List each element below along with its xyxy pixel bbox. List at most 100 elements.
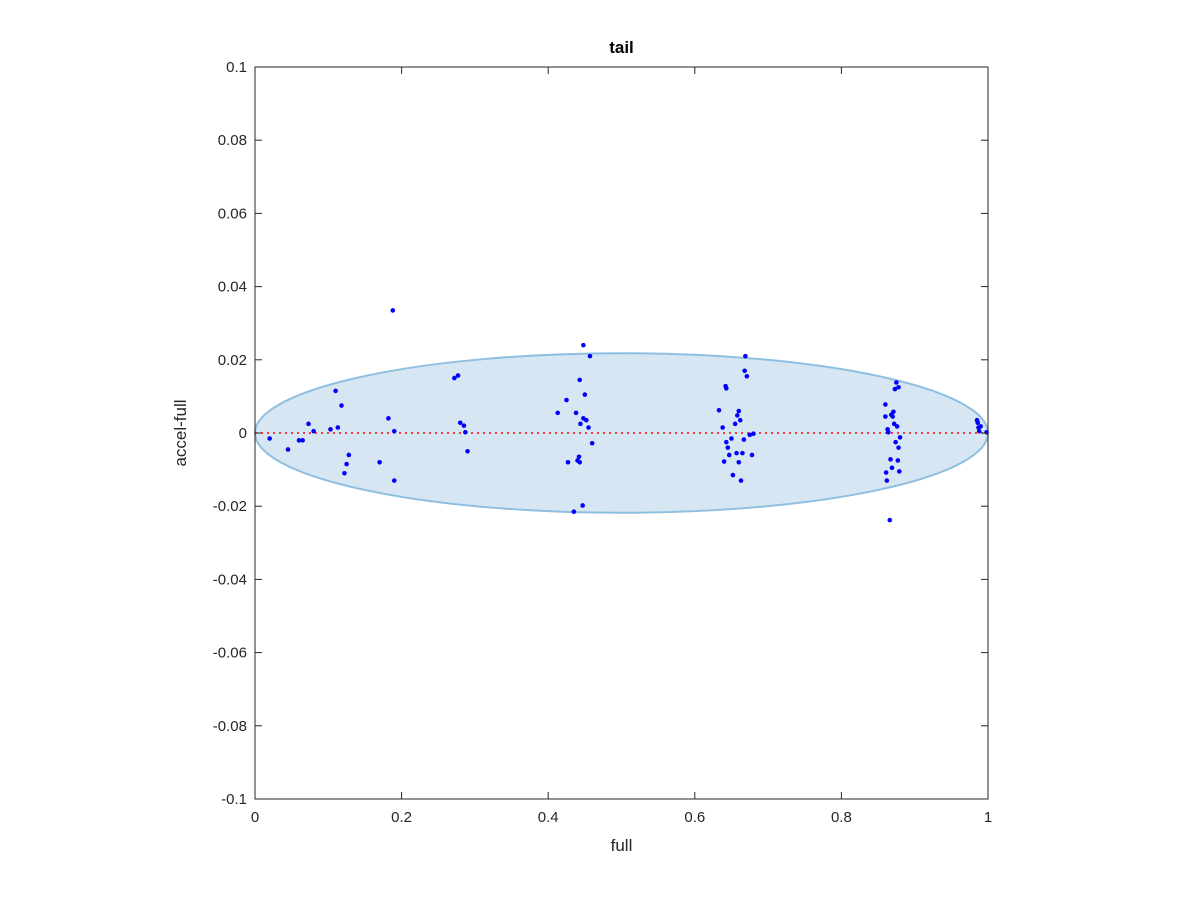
data-point (896, 445, 901, 450)
data-point (581, 342, 586, 348)
data-point (747, 432, 753, 438)
data-point (328, 427, 333, 432)
data-point (883, 414, 888, 419)
data-point (285, 447, 291, 452)
data-point (891, 409, 896, 415)
data-point (894, 380, 899, 385)
data-point (716, 408, 722, 413)
data-point (886, 429, 891, 435)
data-point (721, 459, 727, 464)
data-point (391, 428, 397, 434)
data-point (896, 384, 901, 390)
data-point (565, 459, 571, 465)
data-point (749, 452, 755, 458)
data-point (895, 458, 901, 463)
data-point (335, 425, 341, 430)
data-point (741, 437, 747, 442)
data-point (884, 478, 890, 483)
data-point (736, 459, 742, 465)
data-point (377, 459, 382, 465)
data-point (740, 450, 745, 456)
data-point (455, 373, 461, 378)
data-point (584, 417, 589, 423)
data-point (461, 423, 467, 428)
data-point (897, 469, 902, 474)
data-point (452, 375, 457, 381)
data-point (344, 461, 349, 467)
data-point (577, 459, 583, 465)
y-tick-label: -0.1 (221, 791, 247, 808)
data-point (576, 454, 582, 460)
data-point (571, 509, 577, 514)
data-point (742, 368, 747, 374)
data-point (975, 420, 981, 426)
y-tick-label: 0.08 (218, 132, 247, 149)
data-point (743, 353, 748, 359)
data-point (333, 388, 338, 394)
y-tick-label: -0.08 (213, 718, 247, 735)
y-tick-label: 0.1 (226, 59, 247, 76)
data-point (465, 449, 470, 454)
data-point (306, 421, 311, 427)
data-point (729, 436, 734, 441)
data-point (582, 392, 588, 397)
data-point (720, 425, 725, 430)
data-point (889, 465, 895, 471)
y-tick-label: 0.04 (218, 279, 247, 296)
x-tick-label: 0.4 (538, 809, 559, 826)
x-axis-title: full (611, 836, 633, 855)
data-point (346, 452, 352, 458)
data-point (296, 438, 302, 443)
data-point (724, 386, 729, 391)
data-point (730, 472, 736, 478)
data-point (732, 421, 738, 427)
data-point (724, 439, 729, 445)
y-tick-label: -0.06 (213, 645, 247, 662)
data-point (978, 424, 983, 429)
data-point (342, 470, 347, 476)
y-tick-label: -0.02 (213, 498, 247, 515)
data-point (386, 416, 391, 421)
data-point (578, 421, 583, 427)
y-tick-label: 0.06 (218, 205, 247, 222)
data-point (457, 420, 463, 426)
data-point (564, 397, 569, 403)
data-point (587, 353, 593, 359)
y-tick-label: -0.04 (213, 571, 247, 588)
data-point (887, 517, 893, 523)
x-tick-label: 0 (251, 809, 259, 826)
data-point (726, 452, 732, 458)
data-point (897, 435, 903, 440)
data-point (736, 408, 742, 414)
data-point (888, 457, 893, 462)
data-point (976, 428, 982, 434)
data-point (589, 440, 595, 446)
data-point (892, 386, 898, 392)
data-point (893, 439, 898, 445)
data-point (751, 431, 756, 437)
data-point (577, 377, 583, 383)
data-point (555, 410, 561, 416)
data-point (883, 402, 888, 407)
y-tick-label: 0.02 (218, 352, 247, 369)
data-point (300, 438, 305, 443)
points-layer (267, 308, 989, 523)
x-tick-label: 0.6 (684, 809, 705, 826)
x-tick-label: 0.2 (391, 809, 412, 826)
data-point (586, 425, 591, 430)
x-tick-label: 0.8 (831, 809, 852, 826)
y-axis-title: accel-full (171, 399, 190, 466)
data-point (883, 470, 889, 475)
plot-area: 0 0.2 0.4 0.6 0.8 1 -0.1 -0.08 -0.06 -0.04 -0.02 0 0… (213, 59, 992, 826)
data-point (734, 450, 739, 456)
data-point (735, 413, 740, 418)
data-point (580, 503, 585, 508)
data-point (463, 429, 468, 435)
data-point (390, 308, 396, 313)
chart-title: tail (609, 38, 634, 57)
data-point (894, 424, 900, 429)
data-point (267, 436, 272, 441)
data-point (391, 478, 397, 483)
data-point (311, 428, 316, 434)
